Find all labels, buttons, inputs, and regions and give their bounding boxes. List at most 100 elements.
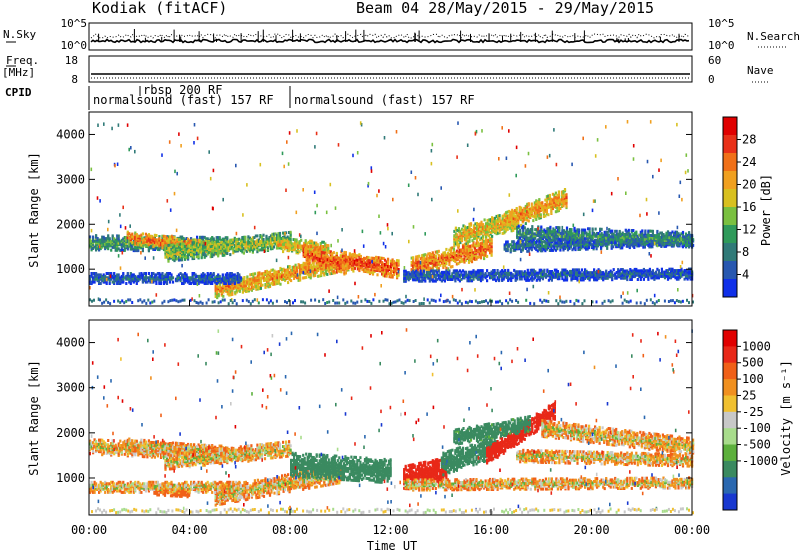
- echo-cell: [246, 289, 249, 293]
- echo-cell: [282, 273, 285, 277]
- echo-cell: [362, 268, 366, 272]
- echo-cell: [233, 239, 236, 243]
- echo-cell: [384, 274, 387, 278]
- echo-cell: [311, 266, 314, 269]
- echo-cell: [618, 243, 621, 247]
- echo-cell: [343, 253, 346, 257]
- echo-cell: [469, 222, 473, 226]
- echo-cell: [619, 245, 622, 248]
- echo-cell: [241, 290, 244, 294]
- echo-cell: [353, 266, 356, 270]
- echo-cell: [114, 238, 117, 242]
- echo-cell: [199, 235, 202, 239]
- echo-cell: [271, 232, 274, 236]
- echo-cell: [242, 251, 245, 255]
- echo-cell: [194, 238, 197, 242]
- echo-cell: [200, 240, 203, 244]
- echo-cell: [263, 247, 267, 251]
- echo-cell: [289, 230, 292, 234]
- echo-cell: [114, 248, 117, 252]
- echo-cell: [93, 239, 96, 243]
- echo-cell: [116, 237, 119, 241]
- echo-cell: [396, 272, 399, 275]
- echo-cell: [334, 258, 337, 262]
- echo-cell: [252, 272, 255, 276]
- echo-cell: [427, 252, 430, 256]
- echo-cell: [492, 217, 495, 221]
- echo-cell: [164, 235, 167, 238]
- echo-cell: [473, 273, 477, 277]
- echo-cell: [155, 238, 158, 242]
- echo-cell: [500, 228, 503, 231]
- echo-cell: [344, 251, 347, 255]
- echo-cell: [424, 253, 427, 257]
- echo-cell: [486, 279, 489, 283]
- echo-cell: [184, 240, 187, 244]
- echo-cell: [520, 242, 523, 246]
- echo-cell: [428, 279, 431, 283]
- echo-cell: [202, 238, 205, 242]
- echo-cell: [300, 244, 303, 248]
- echo-cell: [468, 235, 471, 239]
- echo-cell: [501, 220, 504, 224]
- echo-cell: [220, 239, 223, 242]
- echo-cell: [530, 248, 533, 252]
- echo-cell: [486, 221, 489, 225]
- echo-cell: [430, 253, 433, 257]
- echo-cell: [428, 255, 431, 258]
- echo-cell: [193, 248, 196, 252]
- echo-cell: [443, 279, 446, 283]
- echo-cell: [315, 262, 318, 266]
- echo-cell: [466, 249, 469, 253]
- echo-cell: [264, 283, 267, 286]
- echo-cell: [214, 295, 217, 298]
- echo-cell: [278, 231, 282, 235]
- echo-cell: [524, 217, 527, 221]
- echo-cell: [173, 259, 176, 263]
- echo-cell: [474, 236, 477, 240]
- echo-cell: [582, 244, 585, 248]
- echo-cell: [469, 244, 472, 248]
- echo-cell: [137, 249, 140, 253]
- echo-cell: [288, 273, 291, 277]
- echo-cell: [162, 234, 166, 238]
- echo-cell: [529, 214, 532, 218]
- echo-cell: [421, 254, 424, 257]
- echo-cell: [221, 253, 224, 257]
- echo-cell: [165, 245, 169, 249]
- echo-cell: [562, 204, 565, 208]
- echo-cell: [220, 286, 223, 290]
- echo-cell: [274, 232, 277, 236]
- echo-cell: [310, 250, 313, 254]
- echo-cell: [562, 195, 565, 199]
- freq-panel-frame: [88, 55, 693, 83]
- echo-cell: [346, 255, 349, 259]
- echo-cell: [117, 234, 120, 238]
- echo-cell: [436, 258, 439, 262]
- echo-cell: [413, 271, 416, 275]
- echo-cell: [518, 241, 521, 245]
- echo-cell: [167, 243, 170, 247]
- echo-cell: [548, 249, 551, 252]
- echo-cell: [265, 272, 269, 276]
- echo-cell: [458, 260, 461, 264]
- echo-cell: [615, 245, 618, 249]
- echo-cell: [200, 250, 203, 254]
- echo-cell: [341, 255, 344, 258]
- echo-cell: [488, 228, 491, 232]
- echo-cell: [311, 258, 314, 262]
- echo-cell: [419, 257, 422, 261]
- echo-cell: [274, 273, 278, 277]
- echo-cell: [113, 237, 116, 241]
- echo-cell: [591, 243, 594, 247]
- echo-cell: [353, 252, 356, 256]
- echo-cell: [332, 251, 335, 255]
- echo-cell: [250, 285, 253, 289]
- echo-cell: [102, 240, 105, 243]
- echo-cell: [168, 239, 172, 243]
- echo-cell: [505, 247, 508, 251]
- echo-cell: [440, 256, 443, 260]
- echo-cell: [503, 230, 506, 234]
- echo-cell: [463, 242, 467, 246]
